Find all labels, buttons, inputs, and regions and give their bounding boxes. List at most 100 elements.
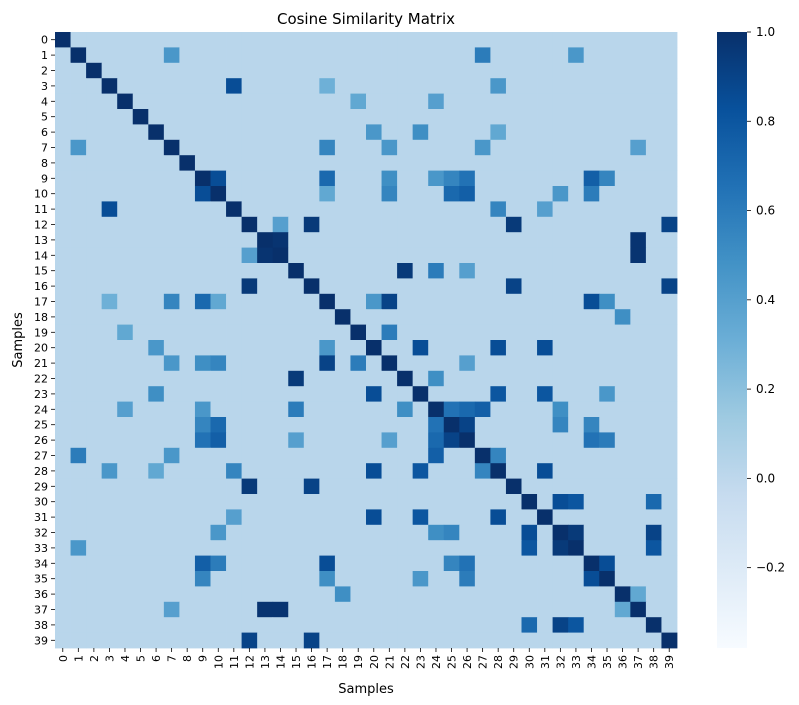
heatmap-cell	[381, 263, 398, 279]
heatmap-cell	[412, 447, 429, 464]
heatmap-cell	[381, 324, 398, 341]
heatmap-cell	[490, 447, 507, 464]
heatmap-cell	[381, 93, 398, 110]
heatmap-cell	[257, 186, 274, 202]
heatmap-cell	[70, 201, 87, 218]
heatmap-cell	[661, 201, 678, 218]
heatmap-cell	[568, 309, 585, 325]
heatmap-cell	[366, 62, 382, 79]
heatmap-cell	[272, 601, 289, 618]
heatmap-cell	[55, 32, 71, 48]
heatmap-cell	[459, 524, 476, 541]
heatmap-cell	[459, 478, 476, 495]
heatmap-cell	[537, 417, 553, 433]
heatmap-cell	[257, 62, 274, 79]
heatmap-cell	[55, 555, 71, 572]
heatmap-cell	[132, 62, 149, 79]
heatmap-cell	[521, 93, 538, 110]
heatmap-cell	[474, 586, 491, 603]
heatmap-cell	[583, 109, 600, 125]
heatmap-cell	[210, 555, 227, 572]
heatmap-cell	[599, 540, 616, 556]
heatmap-cell	[55, 124, 71, 141]
heatmap-cell	[645, 124, 662, 141]
heatmap-cell	[614, 601, 631, 618]
heatmap-cell	[490, 340, 507, 356]
y-tick-label: 1	[41, 49, 48, 62]
heatmap-cell	[334, 617, 351, 633]
heatmap-cell	[272, 386, 289, 402]
heatmap-cell	[288, 386, 305, 402]
heatmap-cell	[86, 201, 103, 218]
x-tick-label: 14	[274, 655, 287, 669]
heatmap-cell	[70, 555, 87, 572]
heatmap-cell	[443, 32, 460, 48]
heatmap-cell	[630, 494, 647, 510]
x-tick-label: 0	[57, 655, 70, 662]
heatmap-cell	[537, 155, 553, 171]
heatmap-cell	[303, 124, 320, 141]
heatmap-cell	[86, 216, 103, 233]
heatmap-cell	[412, 186, 429, 202]
heatmap-cell	[334, 78, 351, 94]
heatmap-cell	[552, 617, 569, 633]
heatmap-cell	[350, 293, 367, 310]
heatmap-cell	[661, 62, 678, 79]
heatmap-cell	[70, 309, 87, 325]
y-tick-label: 30	[34, 496, 48, 509]
heatmap-cell	[55, 494, 71, 510]
heatmap-cell	[552, 155, 569, 171]
heatmap-cell	[55, 586, 71, 603]
heatmap-cell	[552, 278, 569, 295]
heatmap-cell	[334, 355, 351, 372]
heatmap-cell	[521, 478, 538, 495]
heatmap-cell	[163, 386, 180, 402]
y-tick-label: 36	[34, 588, 48, 601]
heatmap-cell	[505, 417, 522, 433]
heatmap-cell	[148, 309, 165, 325]
heatmap-cell	[490, 324, 507, 341]
heatmap-cell	[179, 201, 196, 218]
heatmap-cell	[272, 186, 289, 202]
heatmap-cell	[537, 278, 553, 295]
heatmap-cell	[148, 417, 165, 433]
heatmap-cell	[257, 401, 274, 418]
heatmap-cell	[381, 447, 398, 464]
heatmap-cell	[630, 247, 647, 264]
y-tick-label: 25	[34, 419, 48, 432]
heatmap-cell	[179, 478, 196, 495]
heatmap-cell	[397, 78, 414, 94]
heatmap-cell	[334, 32, 351, 48]
heatmap-cell	[163, 139, 180, 156]
y-tick-label: 0	[41, 34, 48, 47]
heatmap-cell	[350, 32, 367, 48]
heatmap-cell	[334, 47, 351, 64]
x-tick-label: 16	[306, 655, 319, 669]
heatmap-cell	[568, 216, 585, 233]
heatmap-cell	[132, 355, 149, 372]
heatmap-cell	[583, 386, 600, 402]
heatmap-cell	[226, 47, 242, 64]
heatmap-cell	[319, 232, 336, 248]
heatmap-cell	[537, 478, 553, 495]
heatmap-cell	[428, 78, 445, 94]
heatmap-cell	[86, 432, 103, 449]
heatmap-cell	[397, 216, 414, 233]
heatmap-cell	[397, 232, 414, 248]
heatmap-cell	[70, 340, 87, 356]
heatmap-cell	[490, 524, 507, 541]
heatmap-cell	[599, 232, 616, 248]
heatmap-cell	[319, 555, 336, 572]
heatmap-cell	[334, 293, 351, 310]
heatmap-cell	[505, 540, 522, 556]
heatmap-cell	[148, 586, 165, 603]
heatmap-cell	[226, 617, 242, 633]
heatmap-cell	[521, 232, 538, 248]
heatmap-cell	[303, 463, 320, 479]
heatmap-cell	[459, 124, 476, 141]
heatmap-cell	[599, 139, 616, 156]
heatmap-cell	[148, 540, 165, 556]
heatmap-cell	[474, 293, 491, 310]
heatmap-cell	[537, 401, 553, 418]
heatmap-cell	[257, 201, 274, 218]
